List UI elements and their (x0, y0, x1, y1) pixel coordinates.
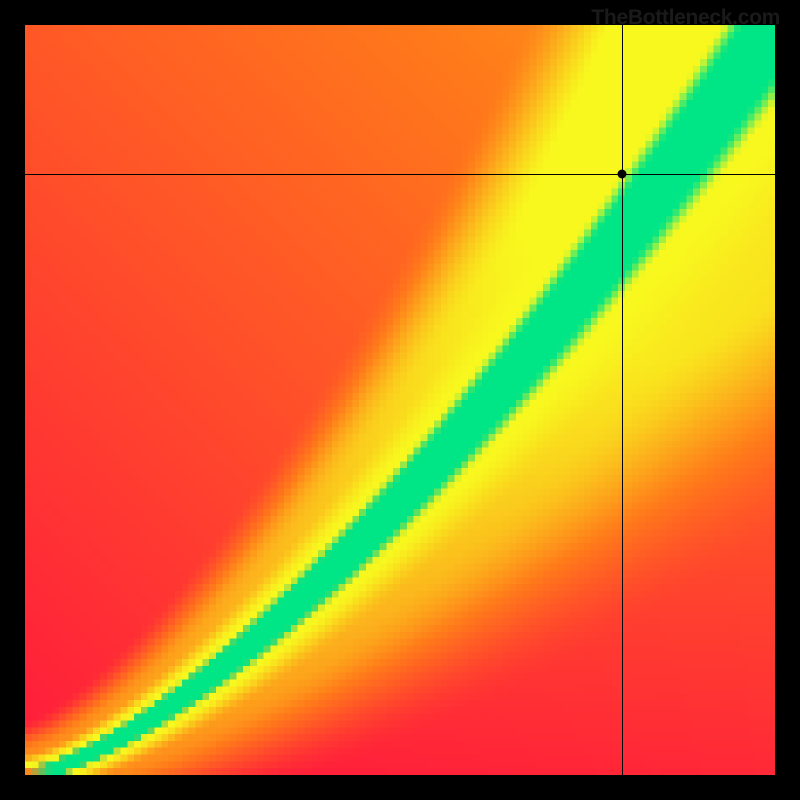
crosshair-vertical (622, 25, 623, 775)
crosshair-marker-dot (618, 170, 627, 179)
crosshair-horizontal (25, 174, 775, 175)
heatmap-canvas (25, 25, 775, 775)
watermark-text: TheBottleneck.com (591, 6, 780, 30)
heatmap-plot (25, 25, 775, 775)
